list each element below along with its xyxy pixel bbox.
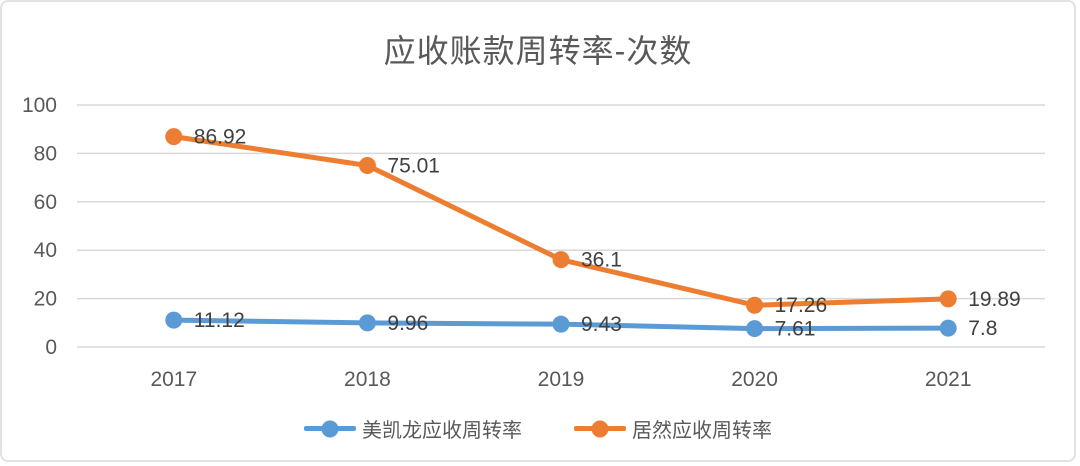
- legend-item-series-1: 居然应收周转率: [574, 414, 772, 443]
- legend-label-series-1: 居然应收周转率: [632, 420, 772, 442]
- svg-text:40: 40: [34, 239, 57, 262]
- svg-text:2018: 2018: [344, 368, 391, 391]
- legend-label-series-0: 美凯龙应收周转率: [362, 420, 522, 442]
- svg-text:20: 20: [34, 288, 57, 311]
- series-0: 11.12 9.96 9.43 7.61 7.8: [165, 309, 997, 341]
- legend-item-series-0: 美凯龙应收周转率: [304, 414, 522, 443]
- dot-marker-icon: [321, 420, 339, 437]
- chart-legend: 美凯龙应收周转率 居然应收周转率: [2, 414, 1074, 443]
- gridlines: [77, 104, 1045, 348]
- series-1: 86.92 75.01 36.1 17.26 19.89: [165, 126, 1021, 317]
- data-label: 7.61: [775, 318, 816, 341]
- data-label: 86.92: [194, 126, 247, 149]
- line-marker-icon: [304, 420, 356, 437]
- svg-text:100: 100: [22, 94, 57, 117]
- svg-text:60: 60: [34, 191, 57, 214]
- svg-text:2020: 2020: [731, 368, 778, 391]
- data-label: 7.8: [968, 317, 997, 340]
- svg-text:2017: 2017: [150, 368, 197, 391]
- svg-text:2021: 2021: [925, 368, 972, 391]
- dot-marker-icon: [591, 420, 609, 437]
- line-marker-icon: [574, 420, 626, 437]
- data-label: 11.12: [194, 309, 245, 332]
- x-axis-tick-labels: 2017 2018 2019 2020 2021: [150, 368, 971, 391]
- data-label: 9.43: [581, 313, 622, 336]
- data-label: 9.96: [387, 312, 428, 335]
- y-axis-tick-labels: 0 20 40 60 80 100: [22, 94, 57, 359]
- data-label: 17.26: [775, 294, 828, 317]
- svg-text:0: 0: [45, 336, 57, 359]
- data-label: 75.01: [387, 154, 440, 177]
- data-label: 36.1: [581, 249, 622, 272]
- data-label: 19.89: [968, 288, 1021, 311]
- chart-title: 应收账款周转率-次数: [383, 33, 693, 69]
- svg-text:2019: 2019: [538, 368, 585, 391]
- svg-text:80: 80: [34, 142, 57, 165]
